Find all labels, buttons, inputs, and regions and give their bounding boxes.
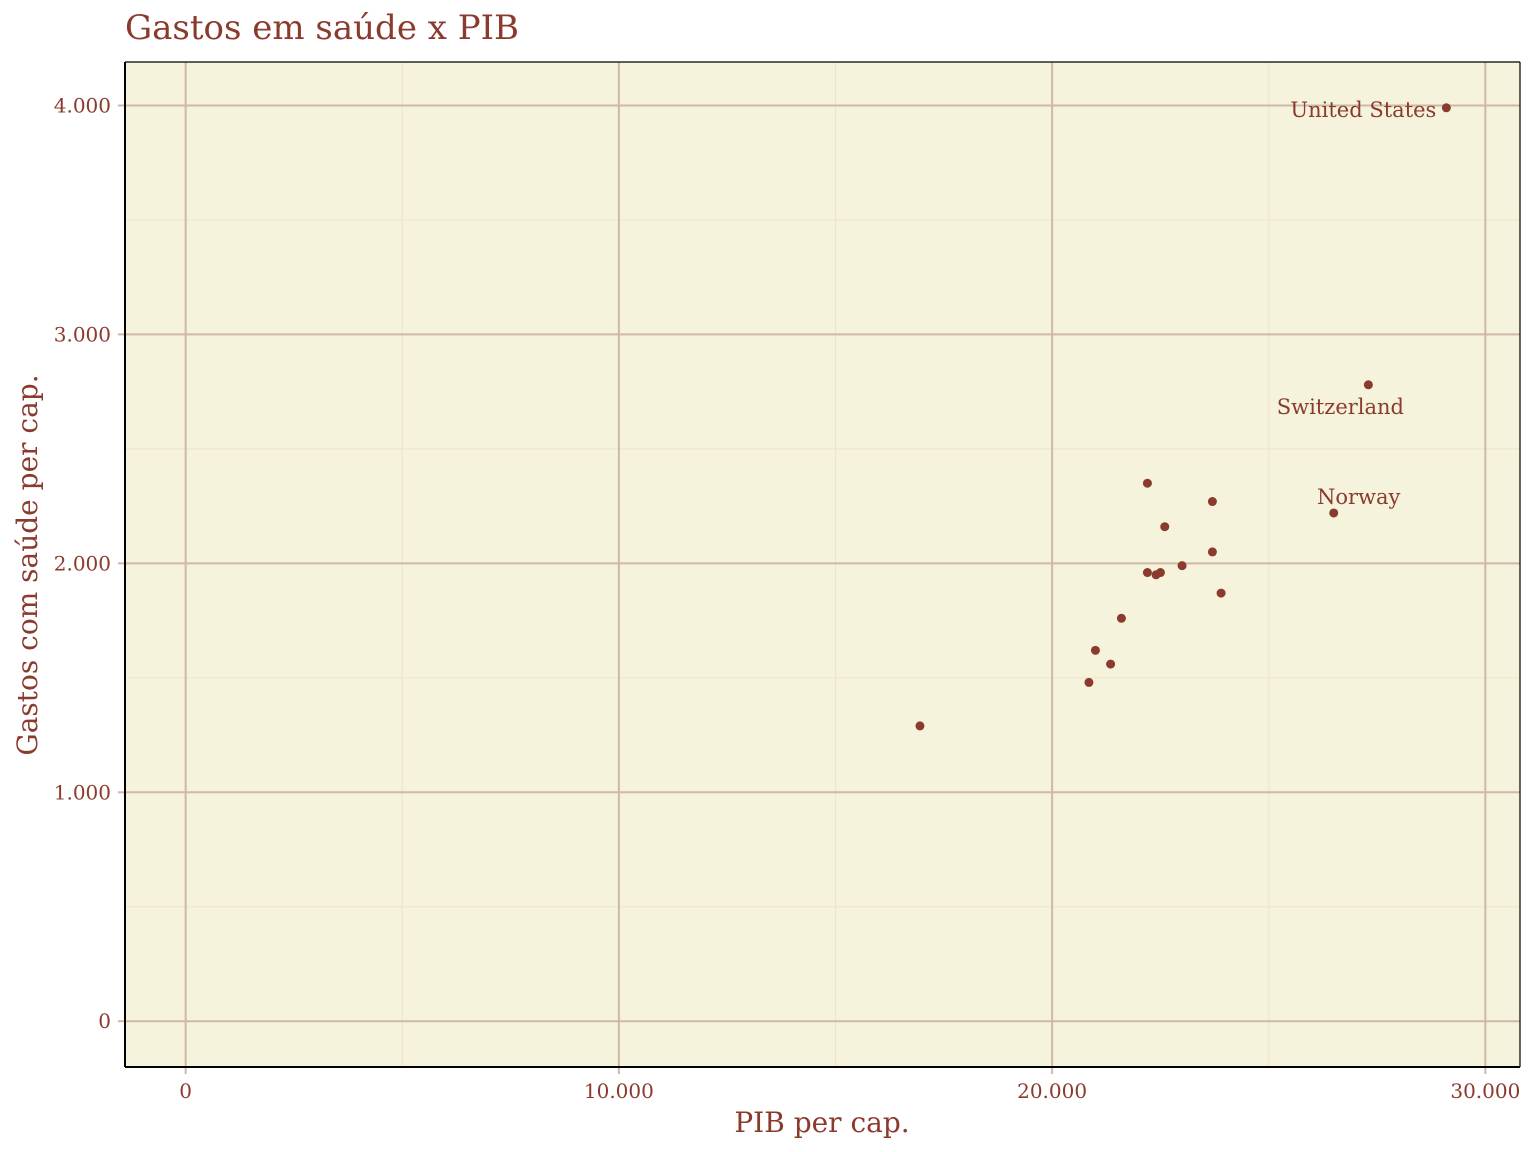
- data-point: [1207, 497, 1217, 507]
- data-point: [1116, 613, 1126, 623]
- data-point: [1106, 659, 1116, 669]
- data-point: [1329, 508, 1339, 518]
- minor-grid: [125, 62, 1520, 1067]
- y-axis-ticks: 0 1.000 2.000 3.000 4.000: [54, 93, 125, 1033]
- y-tick-label: 4.000: [54, 93, 111, 117]
- point-label: United States: [1290, 98, 1436, 122]
- data-point: [1177, 561, 1187, 571]
- data-point: [1084, 677, 1094, 687]
- x-tick-label: 10.000: [584, 1079, 654, 1103]
- x-axis-ticks: 0 10.000 20.000 30.000: [179, 1067, 1520, 1103]
- x-tick-label: 20.000: [1017, 1079, 1087, 1103]
- data-point: [1142, 478, 1152, 488]
- data-point: [1216, 588, 1226, 598]
- major-grid: [125, 62, 1520, 1067]
- x-axis-label: PIB per cap.: [734, 1106, 909, 1139]
- y-tick-label: 1.000: [54, 780, 111, 804]
- data-point: [915, 721, 925, 731]
- y-tick-label: 2.000: [54, 551, 111, 575]
- point-label: Norway: [1317, 485, 1401, 509]
- y-axis-label: Gastos com saúde per cap.: [11, 374, 44, 755]
- data-point: [1090, 645, 1100, 655]
- point-labels: United States Switzerland Norway: [1277, 98, 1437, 509]
- data-point: [1207, 547, 1217, 557]
- x-tick-label: 30.000: [1450, 1079, 1520, 1103]
- y-tick-label: 0: [98, 1009, 111, 1033]
- plot-panel: [125, 62, 1520, 1067]
- data-point: [1155, 568, 1165, 578]
- data-points: [915, 103, 1451, 731]
- point-label: Switzerland: [1277, 395, 1404, 419]
- data-point: [1142, 568, 1152, 578]
- chart-title: Gastos em saúde x PIB: [125, 8, 519, 48]
- data-point: [1363, 380, 1373, 390]
- y-tick-label: 3.000: [54, 322, 111, 346]
- x-tick-label: 0: [179, 1079, 192, 1103]
- data-point: [1441, 103, 1451, 113]
- data-point: [1160, 522, 1170, 532]
